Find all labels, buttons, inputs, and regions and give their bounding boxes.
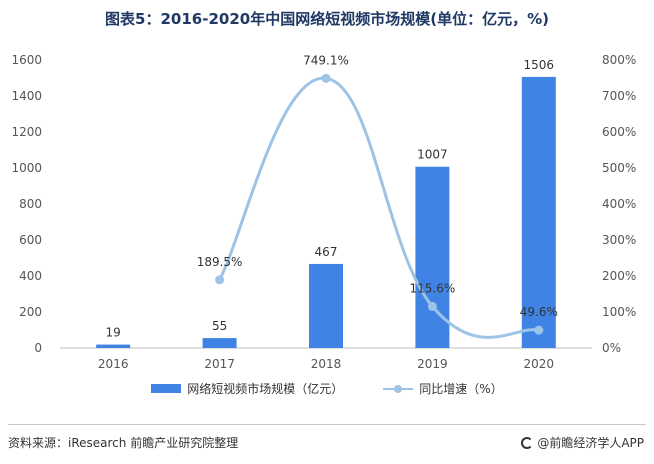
legend-line-swatch <box>383 384 414 394</box>
growth-point <box>534 325 544 335</box>
y-right-tick-label: 0% <box>602 341 621 355</box>
growth-value-label: 115.6% <box>410 281 456 295</box>
bar <box>309 263 343 348</box>
growth-line <box>218 76 540 339</box>
bar <box>521 76 556 349</box>
legend-item-line: 同比增速（%） <box>383 380 503 397</box>
y-right-tick-label: 400% <box>602 197 636 211</box>
y-right-tick-label: 500% <box>602 161 636 175</box>
y-right-tick-label: 800% <box>602 53 636 67</box>
bar-value-label: 1506 <box>524 58 555 72</box>
growth-value-label: 749.1% <box>303 53 349 67</box>
legend-bar-label: 网络短视频市场规模（亿元） <box>187 382 344 396</box>
bar-value-label: 467 <box>315 245 338 259</box>
x-tick-label: 2020 <box>524 357 555 371</box>
y-left-tick-label: 1000 <box>11 161 42 175</box>
x-tick-label: 2018 <box>311 357 342 371</box>
y-right-tick-label: 700% <box>602 89 636 103</box>
footer-divider <box>8 424 646 425</box>
x-tick-label: 2017 <box>204 357 235 371</box>
x-tick-label: 2016 <box>98 357 129 371</box>
y-left-tick-label: 1600 <box>11 53 42 67</box>
brand-logo-icon <box>521 436 534 449</box>
legend-line-label: 同比增速（%） <box>419 382 503 396</box>
growth-point <box>215 275 225 285</box>
source-note: 资料来源：iResearch 前瞻产业研究院整理 <box>8 436 239 450</box>
brand-text: @前瞻经济学人APP <box>537 436 644 450</box>
chart-title: 图表5：2016-2020年中国网络短视频市场规模(单位：亿元，%) <box>105 10 549 28</box>
bar-value-label: 19 <box>106 326 121 340</box>
x-tick-label: 2019 <box>417 357 448 371</box>
y-left-tick-label: 200 <box>19 305 42 319</box>
y-left-tick-label: 400 <box>19 269 42 283</box>
bar <box>96 344 131 348</box>
bar-value-label: 55 <box>212 319 227 333</box>
y-right-tick-label: 300% <box>602 233 636 247</box>
y-right-tick-label: 600% <box>602 125 636 139</box>
bar-value-label: 1007 <box>417 148 448 162</box>
legend-bar-swatch <box>151 384 182 393</box>
bar <box>415 166 450 348</box>
growth-point <box>321 73 331 83</box>
legend-item-bar: 网络短视频市场规模（亿元） <box>151 380 343 397</box>
bar <box>202 338 237 348</box>
brand-credit: @前瞻经济学人APP <box>521 434 644 451</box>
growth-point <box>427 301 437 311</box>
growth-value-label: 189.5% <box>197 255 243 269</box>
y-left-tick-label: 0 <box>34 341 42 355</box>
y-left-tick-label: 800 <box>19 197 42 211</box>
y-right-tick-label: 200% <box>602 269 636 283</box>
y-left-tick-label: 600 <box>19 233 42 247</box>
growth-value-label: 49.6% <box>520 305 558 319</box>
y-left-tick-label: 1400 <box>11 89 42 103</box>
y-left-tick-label: 1200 <box>11 125 42 139</box>
chart-legend: 网络短视频市场规模（亿元） 同比增速（%） <box>0 380 654 397</box>
y-right-tick-label: 100% <box>602 305 636 319</box>
